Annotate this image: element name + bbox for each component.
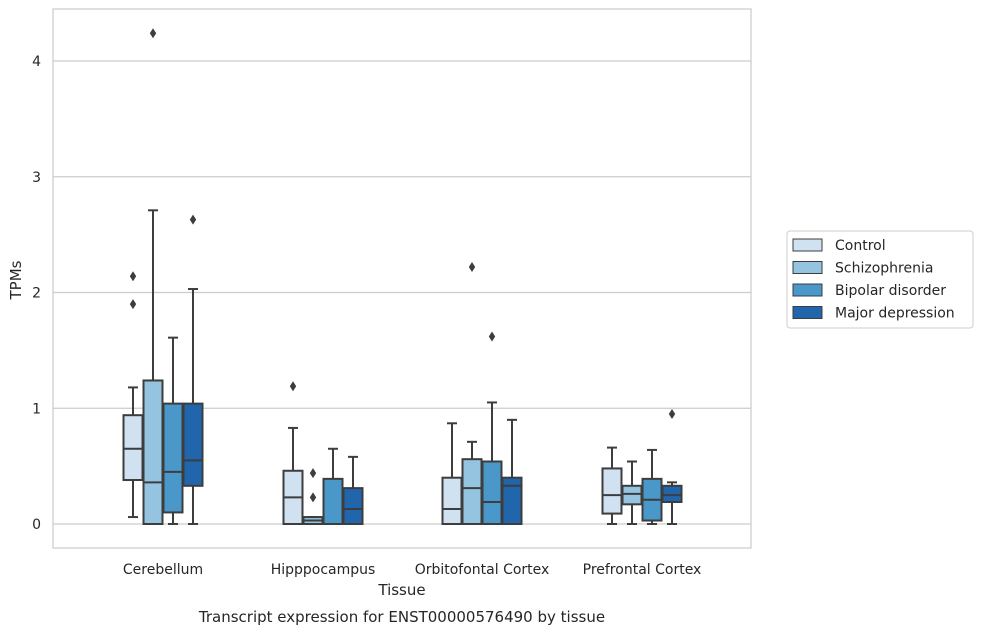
legend-label: Major depression xyxy=(835,306,955,322)
box-group xyxy=(661,409,683,525)
y-tick-label: 1 xyxy=(32,401,41,417)
x-tick-label: Orbitofontal Cortex xyxy=(415,562,550,578)
x-tick-label: Prefrontal Cortex xyxy=(583,562,702,578)
legend-label: Bipolar disorder xyxy=(835,283,946,299)
x-tick-labels: Cerebellum Hipppocampus Orbitofontal Corte… xyxy=(123,562,701,578)
box xyxy=(142,379,164,525)
box-group xyxy=(641,448,663,525)
y-tick-labels: 0 1 2 3 4 xyxy=(32,54,41,533)
box xyxy=(501,476,523,526)
y-tick-label: 4 xyxy=(32,54,41,70)
legend-swatch xyxy=(792,306,823,319)
box xyxy=(162,402,184,514)
box xyxy=(182,402,204,487)
legend-swatch xyxy=(792,261,823,274)
box-group xyxy=(621,460,643,525)
box-group xyxy=(182,214,204,525)
box-group xyxy=(441,422,463,526)
legend-frame xyxy=(786,230,974,329)
x-tick-label: Hipppocampus xyxy=(271,562,376,578)
boxes xyxy=(122,28,683,526)
box-group xyxy=(481,331,503,525)
legend-swatch xyxy=(792,238,823,252)
legend: Control Schizophrenia Bipolar disorder Majo… xyxy=(786,230,974,329)
y-axis-label: TPMs xyxy=(7,260,25,300)
box-group xyxy=(302,468,324,525)
box xyxy=(342,487,364,525)
outlier-point xyxy=(309,492,317,503)
outlier-point xyxy=(129,271,137,282)
box xyxy=(621,484,643,506)
box xyxy=(441,476,463,526)
box xyxy=(481,460,503,525)
box-group xyxy=(601,446,623,525)
box xyxy=(661,484,683,504)
legend-label: Schizophrenia xyxy=(835,261,933,277)
outlier-point xyxy=(289,381,297,392)
box xyxy=(122,414,144,482)
outlier-point xyxy=(149,28,157,39)
box-group xyxy=(461,262,483,525)
outlier-point xyxy=(309,468,317,479)
outlier-point xyxy=(668,409,676,420)
legend-label: Control xyxy=(835,238,886,254)
outlier-point xyxy=(129,299,137,310)
box-group xyxy=(342,455,364,525)
x-tick-label: Cerebellum xyxy=(123,562,203,578)
box-group xyxy=(501,418,523,526)
chart-caption: Transcript expression for ENST0000057649… xyxy=(198,608,605,626)
box-group xyxy=(122,271,144,519)
y-tick-label: 3 xyxy=(32,170,41,186)
box xyxy=(322,477,344,526)
box xyxy=(461,458,483,525)
outlier-point xyxy=(189,214,197,225)
x-axis-label: Tissue xyxy=(377,581,425,599)
outlier-point xyxy=(488,331,496,342)
box xyxy=(601,467,623,515)
y-tick-label: 0 xyxy=(32,517,41,533)
y-tick-label: 2 xyxy=(32,286,41,302)
legend-swatch xyxy=(792,283,823,297)
box-group xyxy=(282,381,304,526)
outlier-point xyxy=(468,262,476,273)
box-group xyxy=(322,447,344,526)
